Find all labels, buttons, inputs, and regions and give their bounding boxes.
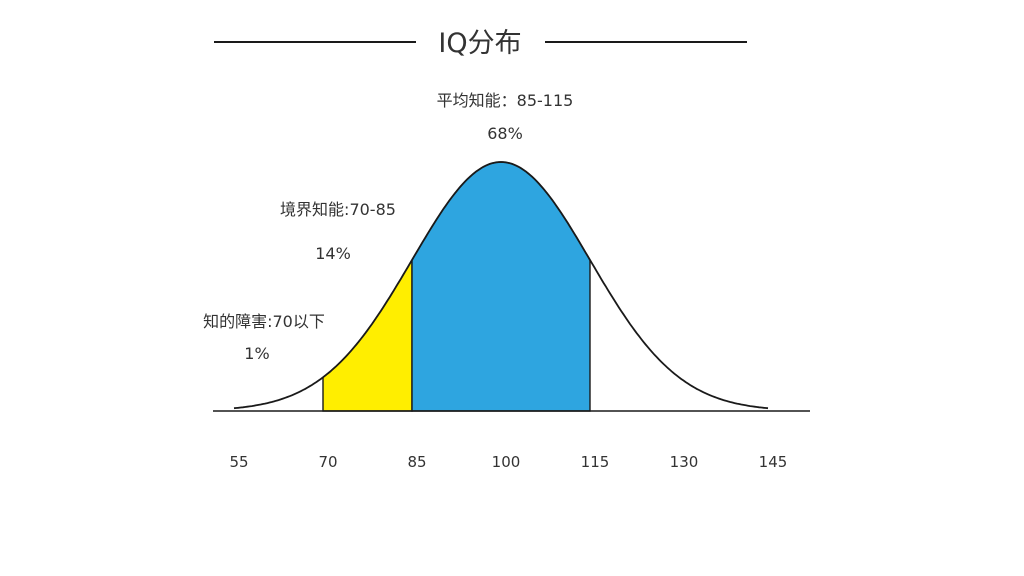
- x-tick-label: 70: [318, 453, 337, 471]
- annotation-average-label: 平均知能：85-115: [437, 91, 574, 110]
- x-tick-label: 115: [581, 453, 610, 471]
- x-tick-label: 85: [407, 453, 426, 471]
- annotation-borderline-label: 境界知能:70-85: [280, 200, 396, 219]
- annotation-borderline-value: 14%: [315, 244, 351, 263]
- x-tick-label: 100: [492, 453, 521, 471]
- annotation-disability-value: 1%: [244, 344, 269, 363]
- chart-title: IQ分布: [438, 28, 521, 59]
- annotation-disability-label: 知的障害:70以下: [203, 312, 325, 331]
- x-tick-label: 145: [759, 453, 788, 471]
- x-tick-label: 55: [229, 453, 248, 471]
- x-tick-label: 130: [670, 453, 699, 471]
- annotation-average-value: 68%: [487, 124, 523, 143]
- region-average: [411, 161, 591, 412]
- bell-curve: [233, 161, 769, 410]
- x-tick-labels: 55 70 85 100 115 130 145: [229, 453, 787, 471]
